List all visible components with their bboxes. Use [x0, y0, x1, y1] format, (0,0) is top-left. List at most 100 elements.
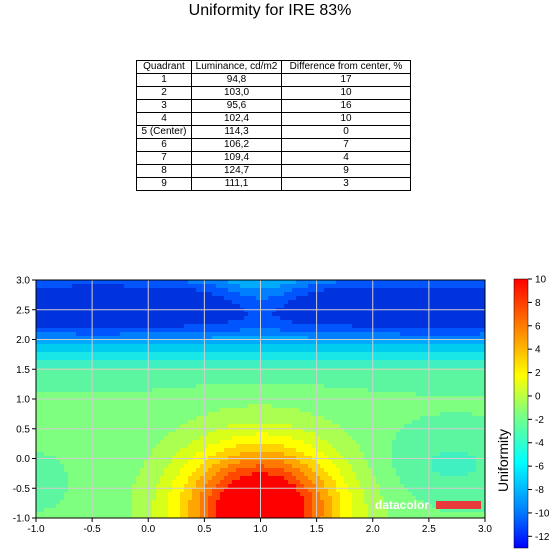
contour-cell — [312, 364, 317, 369]
contour-cell — [288, 464, 293, 469]
contour-cell — [256, 324, 261, 329]
contour-cell — [324, 364, 329, 369]
contour-cell — [180, 316, 185, 321]
contour-cell — [172, 460, 177, 465]
contour-cell — [152, 332, 157, 337]
contour-cell — [296, 356, 301, 361]
contour-cell — [268, 372, 273, 377]
contour-cell — [308, 360, 313, 365]
contour-cell — [40, 376, 45, 381]
contour-cell — [112, 512, 117, 517]
contour-cell — [364, 396, 369, 401]
contour-cell — [208, 508, 213, 513]
contour-cell — [64, 436, 69, 441]
contour-cell — [296, 328, 301, 333]
contour-cell — [100, 292, 105, 297]
contour-cell — [336, 288, 341, 293]
contour-cell — [204, 372, 209, 377]
contour-cell — [240, 444, 245, 449]
contour-cell — [156, 364, 161, 369]
contour-cell — [88, 404, 93, 409]
contour-cell — [320, 448, 325, 453]
contour-cell — [188, 516, 193, 518]
contour-cell — [356, 280, 361, 285]
contour-cell — [60, 316, 65, 321]
contour-cell — [360, 432, 365, 437]
contour-cell — [36, 404, 41, 409]
contour-cell — [296, 436, 301, 441]
contour-cell — [308, 436, 313, 441]
contour-cell — [164, 352, 169, 357]
contour-cell — [84, 424, 89, 429]
contour-cell — [320, 464, 325, 469]
contour-cell — [180, 288, 185, 293]
contour-cell — [72, 368, 77, 373]
contour-cell — [268, 280, 273, 285]
contour-cell — [176, 356, 181, 361]
contour-cell — [284, 384, 289, 389]
contour-cell — [196, 368, 201, 373]
contour-cell — [188, 504, 193, 509]
contour-cell — [256, 332, 261, 337]
contour-cell — [208, 288, 213, 293]
contour-cell — [204, 300, 209, 305]
contour-cell — [104, 480, 109, 485]
contour-cell — [212, 488, 217, 493]
contour-cell — [116, 368, 121, 373]
contour-cell — [324, 320, 329, 325]
contour-cell — [160, 468, 165, 473]
contour-cell — [144, 504, 149, 509]
contour-cell — [288, 444, 293, 449]
contour-cell — [232, 404, 237, 409]
contour-cell — [220, 352, 225, 357]
contour-cell — [320, 352, 325, 357]
contour-cell — [48, 496, 53, 501]
contour-cell — [188, 508, 193, 513]
contour-cell — [284, 512, 289, 517]
contour-cell — [308, 376, 313, 381]
contour-cell — [264, 360, 269, 365]
contour-cell — [264, 500, 269, 505]
contour-cell — [72, 480, 77, 485]
contour-cell — [240, 448, 245, 453]
contour-cell — [100, 332, 105, 337]
contour-cell — [228, 472, 233, 477]
contour-cell — [300, 332, 305, 337]
contour-cell — [128, 484, 133, 489]
contour-cell — [200, 444, 205, 449]
contour-cell — [56, 360, 61, 365]
contour-cell — [204, 412, 209, 417]
contour-cell — [256, 484, 261, 489]
contour-cell — [316, 376, 321, 381]
contour-cell — [60, 468, 65, 473]
contour-cell — [84, 324, 89, 329]
contour-cell — [164, 452, 169, 457]
contour-cell — [232, 392, 237, 397]
contour-cell — [216, 400, 221, 405]
contour-cell — [88, 392, 93, 397]
contour-cell — [212, 300, 217, 305]
contour-cell — [96, 320, 101, 325]
contour-cell — [92, 304, 97, 309]
contour-cell — [268, 428, 273, 433]
contour-cell — [216, 280, 221, 285]
contour-cell — [132, 340, 137, 345]
contour-cell — [292, 344, 297, 349]
contour-cell — [256, 376, 261, 381]
contour-cell — [156, 440, 161, 445]
contour-cell — [184, 412, 189, 417]
contour-cell — [192, 476, 197, 481]
contour-cell — [100, 304, 105, 309]
contour-cell — [176, 496, 181, 501]
contour-cell — [36, 388, 41, 393]
contour-cell — [64, 356, 69, 361]
contour-cell — [352, 328, 357, 333]
contour-cell — [244, 428, 249, 433]
contour-cell — [128, 388, 133, 393]
contour-cell — [264, 280, 269, 285]
contour-cell — [48, 356, 53, 361]
contour-cell — [144, 464, 149, 469]
contour-cell — [252, 432, 257, 437]
contour-cell — [244, 492, 249, 497]
contour-cell — [68, 396, 73, 401]
